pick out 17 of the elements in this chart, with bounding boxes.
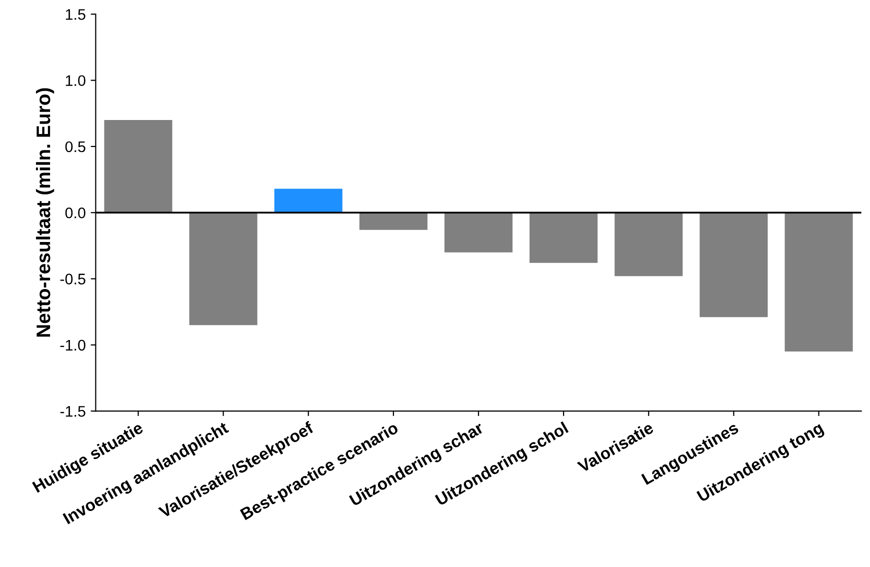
y-tick-label: -1.0 — [60, 340, 86, 351]
y-axis-title: Netto-resultaat (miln. Euro) — [36, 88, 54, 337]
bar — [359, 212, 428, 230]
y-tick-label: 1.0 — [66, 75, 86, 86]
bar — [530, 212, 598, 263]
y-tick-label: 0.5 — [65, 141, 86, 152]
bar — [784, 212, 853, 352]
bar — [614, 212, 683, 276]
bar — [189, 212, 258, 326]
bar — [274, 188, 342, 213]
bar — [104, 120, 172, 213]
y-tick-label: -1.5 — [60, 406, 86, 417]
y-tick-label: 1.5 — [66, 9, 86, 20]
bar — [700, 212, 768, 318]
bar — [444, 212, 513, 252]
y-tick-label: -0.5 — [60, 274, 86, 284]
y-tick-label: 0.0 — [65, 207, 86, 218]
